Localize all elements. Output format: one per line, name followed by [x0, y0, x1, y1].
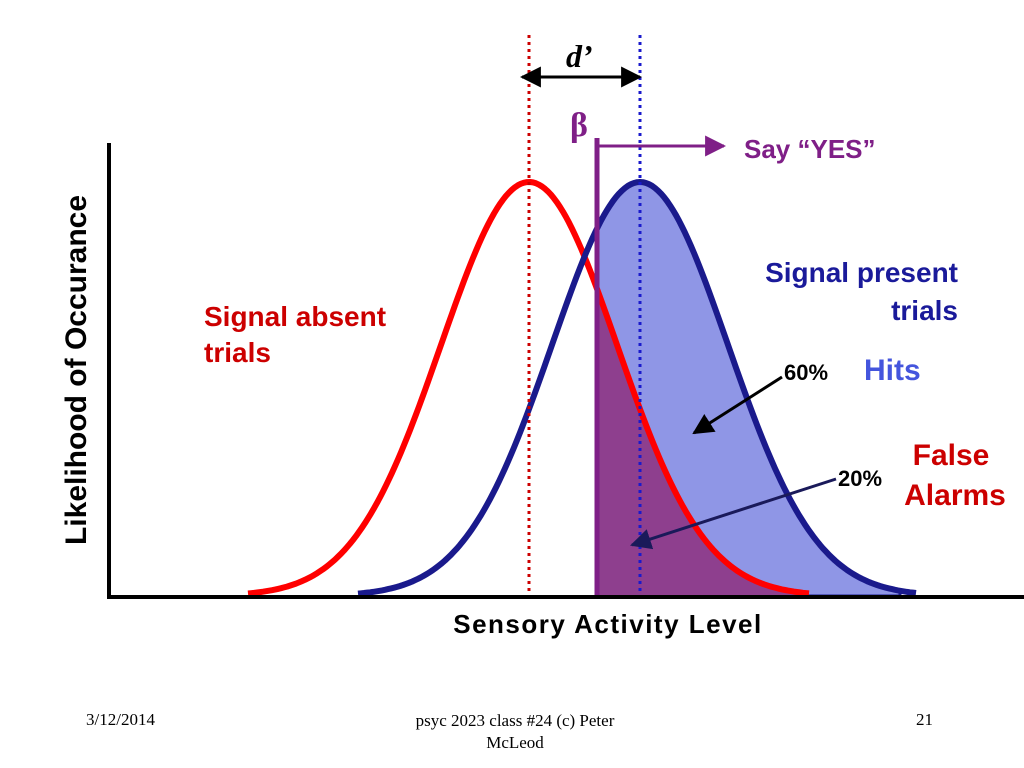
signal-present-label-line2: trials — [891, 295, 958, 326]
footer-credit-line1: psyc 2023 class #24 (c) Peter — [415, 711, 615, 730]
false-alarms-label: False — [913, 439, 990, 472]
false-alarms-area — [597, 288, 800, 596]
false-alarms-label-line2: Alarms — [904, 479, 1006, 512]
signal-absent-label: Signal absent — [204, 301, 386, 332]
hits-label: Hits — [864, 354, 921, 387]
say-yes-label: Say “YES” — [744, 134, 876, 164]
footer-page-number: 21 — [916, 710, 933, 729]
false-alarms-percent-label: 20% — [838, 466, 882, 491]
false-alarms-pointer-arrow — [630, 477, 837, 550]
beta-label: β — [570, 107, 588, 144]
signal-present-label: Signal present — [765, 257, 958, 288]
x-axis-label: Sensory Activity Level — [453, 609, 763, 639]
dprime-label: d’ — [566, 38, 593, 74]
signal-absent-label-line2: trials — [204, 337, 271, 368]
footer-credit-line2: McLeod — [486, 733, 544, 752]
hits-pointer-arrow — [692, 375, 783, 435]
y-axis-label: Likelihood of Occurance — [60, 195, 93, 545]
hits-percent-label: 60% — [784, 360, 828, 385]
footer-date: 3/12/2014 — [86, 710, 155, 729]
footer-credit: psyc 2023 class #24 (c) Peter McLeod — [370, 710, 660, 754]
signal-present-curve — [357, 179, 917, 597]
